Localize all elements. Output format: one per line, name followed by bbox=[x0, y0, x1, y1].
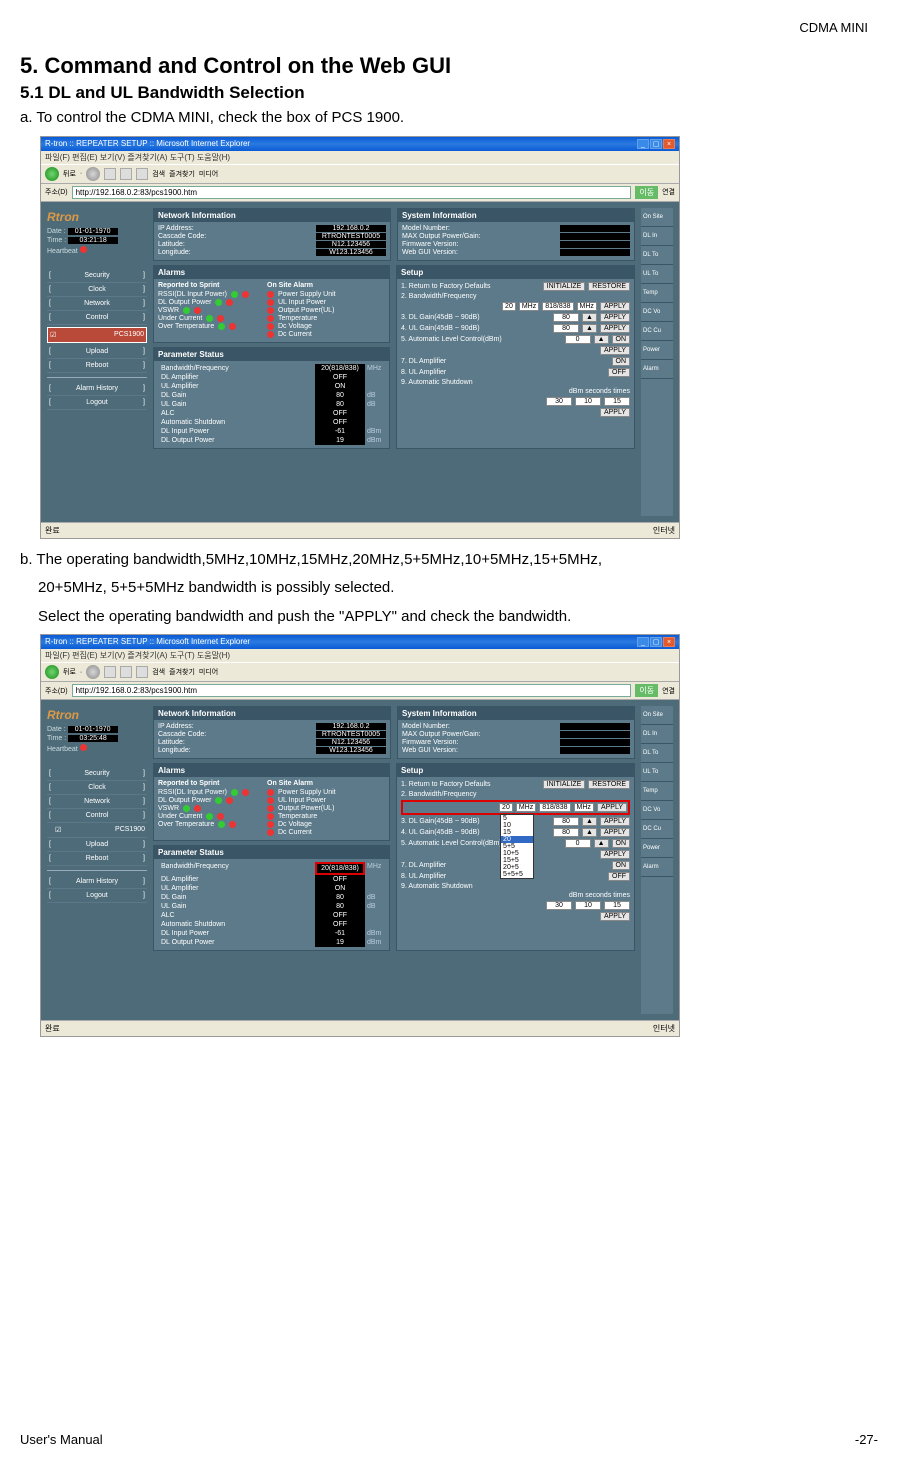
refresh-icon[interactable] bbox=[120, 666, 132, 678]
ie-menu-bar[interactable]: 파일(F) 편집(E) 보기(V) 즐겨찾기(A) 도구(T) 도움말(H) bbox=[41, 151, 679, 164]
page-content: Rtron Date : 01-01-1970 Time : 03:25:48 … bbox=[41, 700, 679, 1020]
footer-right: -27- bbox=[855, 1432, 878, 1447]
alc-on-button[interactable]: ON bbox=[612, 335, 631, 344]
right-strip: On SiteDL InDL To UL ToTempDC Vo DC CuPo… bbox=[641, 208, 673, 516]
menu-logout[interactable]: [Logout] bbox=[47, 396, 147, 410]
stop-icon[interactable] bbox=[104, 168, 116, 180]
ie-menu-bar[interactable]: 파일(F) 편집(E) 보기(V) 즐겨찾기(A) 도구(T) 도움말(H) bbox=[41, 649, 679, 662]
stop-icon[interactable] bbox=[104, 666, 116, 678]
screenshot-a: R-tron :: REPEATER SETUP :: Microsoft In… bbox=[40, 136, 680, 539]
network-info-panel: Network Information IP Address:192.168.0… bbox=[153, 706, 391, 759]
setup-panel: Setup 1. Return to Factory DefaultsINITI… bbox=[396, 763, 635, 951]
menu-alarm-history[interactable]: [Alarm History] bbox=[47, 875, 147, 889]
heartbeat-icon bbox=[80, 246, 87, 253]
setup-panel: Setup 1. Return to Factory DefaultsINITI… bbox=[396, 265, 635, 449]
footer-left: User's Manual bbox=[20, 1432, 103, 1447]
window-titlebar: R-tron :: REPEATER SETUP :: Microsoft In… bbox=[41, 137, 679, 151]
go-button[interactable]: 이동 bbox=[635, 186, 658, 199]
date-value: 01-01-1970 bbox=[68, 228, 118, 235]
refresh-icon[interactable] bbox=[120, 168, 132, 180]
menu-clock[interactable]: [Clock] bbox=[47, 781, 147, 795]
logo: Rtron bbox=[47, 210, 79, 224]
bw-value-highlight: 20(818/838) bbox=[315, 862, 365, 875]
menu-upload[interactable]: [Upload] bbox=[47, 345, 147, 359]
apply-bw-button[interactable]: APPLY bbox=[600, 302, 630, 311]
bw-select[interactable]: 20 bbox=[502, 302, 516, 311]
menu-upload[interactable]: [Upload] bbox=[47, 838, 147, 852]
system-info-panel: System Information Model Number: MAX Out… bbox=[397, 208, 635, 261]
window-titlebar: R-tron :: REPEATER SETUP :: Microsoft In… bbox=[41, 635, 679, 649]
sidebar: Rtron Date : 01-01-1970 Time : 03:25:48 … bbox=[47, 706, 147, 1014]
home-icon[interactable] bbox=[136, 168, 148, 180]
window-title: R-tron :: REPEATER SETUP :: Microsoft In… bbox=[45, 637, 250, 647]
page-content: Rtron Date : 01-01-1970 Time : 03:21:18 … bbox=[41, 202, 679, 522]
forward-button[interactable] bbox=[86, 665, 100, 679]
side-menu: [Security] [Clock] [Network] [Control] ☑… bbox=[47, 269, 147, 410]
restore-button[interactable]: RESTORE bbox=[588, 282, 630, 291]
right-strip: On SiteDL InDL To UL ToTempDC Vo DC CuPo… bbox=[641, 706, 673, 1014]
url-input[interactable]: http://192.168.0.2:83/pcs1900.htm bbox=[72, 186, 632, 199]
menu-pcs1900[interactable]: ☑ PCS1900 bbox=[47, 327, 147, 343]
product-name: CDMA MINI bbox=[20, 20, 878, 35]
menu-security[interactable]: [Security] bbox=[47, 767, 147, 781]
address-bar: 주소(D) http://192.168.0.2:83/pcs1900.htm … bbox=[41, 682, 679, 700]
ie-toolbar[interactable]: 뒤로 · 검색 즐겨찾기 미디어 bbox=[41, 662, 679, 682]
menu-network[interactable]: [Network] bbox=[47, 297, 147, 311]
sidebar: Rtron Date : 01-01-1970 Time : 03:21:18 … bbox=[47, 208, 147, 516]
section-heading: 5. Command and Control on the Web GUI bbox=[20, 53, 878, 79]
step-b-line3: Select the operating bandwidth and push … bbox=[20, 606, 878, 629]
page-footer: User's Manual -27- bbox=[20, 1432, 878, 1447]
subsection-heading: 5.1 DL and UL Bandwidth Selection bbox=[20, 83, 878, 103]
alarms-panel: Alarms Reported to Sprint RSSI(DL Input … bbox=[153, 265, 390, 343]
main-column: Network Information IP Address:192.168.0… bbox=[153, 208, 635, 516]
bw-select-row-highlight: 20 5 10 15 20 5+5 10+5 15+5 20+5 bbox=[401, 800, 630, 815]
initialize-button[interactable]: INITIALIZE bbox=[543, 780, 586, 789]
window-buttons[interactable]: _▢× bbox=[636, 139, 675, 149]
time-value: 03:21:18 bbox=[68, 237, 118, 244]
menu-reboot[interactable]: [Reboot] bbox=[47, 359, 147, 373]
bw-dropdown-open[interactable]: 20 5 10 15 20 5+5 10+5 15+5 20+5 bbox=[499, 803, 513, 812]
parameter-status-panel: Parameter Status Bandwidth/Frequency20(8… bbox=[153, 845, 390, 951]
url-input[interactable]: http://192.168.0.2:83/pcs1900.htm bbox=[72, 684, 632, 697]
step-a-text: a. To control the CDMA MINI, check the b… bbox=[20, 107, 878, 130]
forward-button[interactable] bbox=[86, 167, 100, 181]
step-b-line2: 20+5MHz, 5+5+5MHz bandwidth is possibly … bbox=[20, 577, 878, 600]
status-bar: 완료인터넷 bbox=[41, 1020, 679, 1036]
initialize-button[interactable]: INITIALIZE bbox=[543, 282, 586, 291]
menu-network[interactable]: [Network] bbox=[47, 795, 147, 809]
window-title: R-tron :: REPEATER SETUP :: Microsoft In… bbox=[45, 139, 250, 149]
menu-reboot[interactable]: [Reboot] bbox=[47, 852, 147, 866]
menu-security[interactable]: [Security] bbox=[47, 269, 147, 283]
screenshot-b: R-tron :: REPEATER SETUP :: Microsoft In… bbox=[40, 634, 680, 1037]
ul-gain-input[interactable]: 80 bbox=[553, 324, 579, 333]
home-icon[interactable] bbox=[136, 666, 148, 678]
menu-control[interactable]: [Control] bbox=[47, 809, 147, 823]
ie-toolbar[interactable]: 뒤로 · 검색 즐겨찾기 미디어 bbox=[41, 164, 679, 184]
restore-button[interactable]: RESTORE bbox=[588, 780, 630, 789]
system-info-panel: System Information Model Number: MAX Out… bbox=[397, 706, 635, 759]
menu-logout[interactable]: [Logout] bbox=[47, 889, 147, 903]
logo: Rtron bbox=[47, 708, 79, 722]
bw-dropdown-list[interactable]: 5 10 15 20 5+5 10+5 15+5 20+5 5+5+5 bbox=[500, 814, 534, 879]
menu-pcs1900[interactable]: ☑ PCS1900 bbox=[47, 823, 147, 838]
menu-control[interactable]: [Control] bbox=[47, 311, 147, 325]
window-buttons[interactable]: _▢× bbox=[636, 637, 675, 647]
status-bar: 완료인터넷 bbox=[41, 522, 679, 538]
back-button[interactable] bbox=[45, 665, 59, 679]
address-bar: 주소(D) http://192.168.0.2:83/pcs1900.htm … bbox=[41, 184, 679, 202]
menu-clock[interactable]: [Clock] bbox=[47, 283, 147, 297]
network-info-panel: Network Information IP Address:192.168.0… bbox=[153, 208, 391, 261]
dl-gain-input[interactable]: 80 bbox=[553, 313, 579, 322]
apply-bw-button[interactable]: APPLY bbox=[597, 803, 627, 812]
go-button[interactable]: 이동 bbox=[635, 684, 658, 697]
step-b-line1: b. The operating bandwidth,5MHz,10MHz,15… bbox=[20, 549, 878, 572]
alarms-panel: Alarms Reported to Sprint RSSI(DL Input … bbox=[153, 763, 390, 841]
back-button[interactable] bbox=[45, 167, 59, 181]
parameter-status-panel: Parameter Status Bandwidth/Frequency20(8… bbox=[153, 347, 390, 449]
menu-alarm-history[interactable]: [Alarm History] bbox=[47, 382, 147, 396]
alc-input[interactable]: 0 bbox=[565, 335, 591, 344]
